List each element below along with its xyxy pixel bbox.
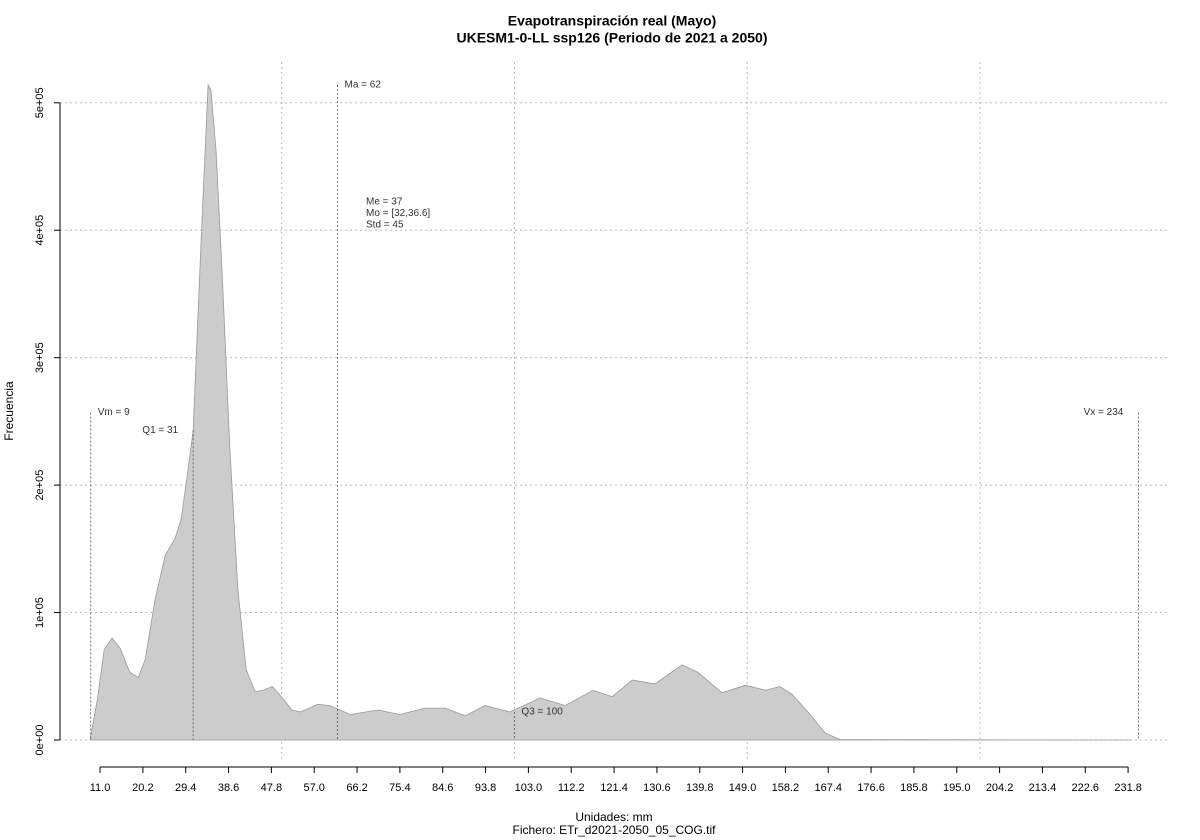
y-tick-label: 4e+05 [34, 215, 46, 246]
y-axis-label: Frecuencia [2, 381, 16, 441]
x-tick-label: 167.4 [814, 782, 842, 794]
x-tick-label: 139.8 [686, 782, 714, 794]
x-tick-label: 93.8 [475, 782, 496, 794]
x-tick-label: 176.6 [857, 782, 885, 794]
x-tick-label: 121.4 [600, 782, 628, 794]
y-tick-label: 0e+00 [34, 725, 46, 756]
x-tick-label: 149.0 [729, 782, 757, 794]
x-tick-label: 112.2 [558, 782, 585, 794]
y-tick-label: 1e+05 [34, 597, 46, 628]
caption: Fichero: ETr_d2021-2050_05_COG.tif [513, 823, 717, 837]
x-tick-label: 213.4 [1029, 782, 1057, 794]
x-tick-label: 47.8 [261, 782, 282, 794]
x-tick-label: 185.8 [900, 782, 928, 794]
y-tick-label: 3e+05 [34, 342, 46, 373]
x-tick-label: 11.0 [90, 782, 111, 794]
annotation-label: Vx = 234 [1084, 407, 1124, 418]
y-tick-label: 2e+05 [34, 470, 46, 501]
annotation-label: Q1 = 31 [142, 425, 178, 436]
chart-subtitle: UKESM1-0-LL ssp126 (Periodo de 2021 a 20… [457, 30, 768, 46]
x-tick-label: 84.6 [432, 782, 453, 794]
annotation-label: Ma = 62 [345, 80, 382, 91]
density-area [89, 83, 1131, 741]
x-tick-label: 29.4 [175, 782, 196, 794]
chart-title: Evapotranspiración real (Mayo) [508, 13, 717, 29]
x-tick-label: 75.4 [389, 782, 410, 794]
stats-label: Std = 45 [366, 220, 404, 231]
annotation-label: Q3 = 100 [521, 707, 563, 718]
x-tick-label: 103.0 [515, 782, 543, 794]
stats-label: Mo = [32,36.6] [366, 208, 430, 219]
x-tick-label: 130.6 [643, 782, 671, 794]
x-tick-label: 195.0 [943, 782, 971, 794]
annotation-label: Vm = 9 [98, 407, 130, 418]
x-tick-label: 158.2 [772, 782, 800, 794]
x-tick-label: 204.2 [986, 782, 1014, 794]
x-tick-label: 231.8 [1114, 782, 1142, 794]
stats-label: Me = 37 [366, 197, 403, 208]
x-tick-label: 66.2 [346, 782, 367, 794]
x-tick-label: 38.6 [218, 782, 239, 794]
x-tick-label: 20.2 [132, 782, 153, 794]
y-tick-label: 5e+05 [34, 87, 46, 118]
x-tick-label: 57.0 [304, 782, 325, 794]
x-tick-label: 222.6 [1071, 782, 1099, 794]
x-axis-label: Unidades: mm [575, 810, 652, 824]
